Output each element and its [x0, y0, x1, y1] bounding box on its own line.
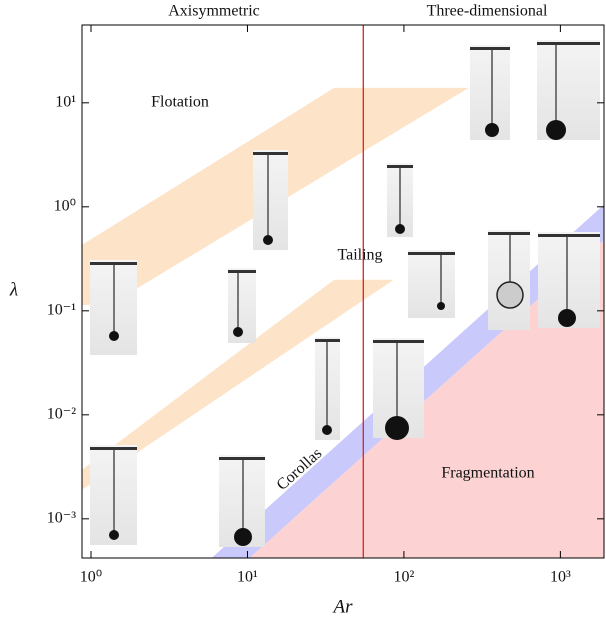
photo-drop [558, 309, 576, 327]
photo-surface [538, 234, 600, 237]
photo-drop [496, 281, 524, 309]
axes: 10⁰ 10¹ 10² 10³ 10⁻³ 10⁻² 10⁻¹ 10⁰ 10¹ [47, 24, 605, 586]
y-tick-label: 10⁻³ [47, 509, 76, 526]
photo-drop [263, 235, 273, 245]
photo-surface [470, 47, 510, 50]
annotation: Three-dimensional [427, 3, 548, 20]
photo-surface [219, 457, 265, 460]
photo-surface [408, 252, 455, 255]
photo-drop [395, 224, 405, 234]
y-tick-label: 10⁰ [54, 197, 76, 214]
y-tick-label: 10⁻¹ [47, 301, 76, 318]
x-tick-label: 10² [394, 569, 415, 586]
photo-drop [385, 416, 409, 440]
y-tick-label: 10⁻² [47, 405, 76, 422]
annotation: Fragmentation [441, 465, 534, 482]
x-tick-label: 10³ [550, 569, 571, 586]
photos [90, 40, 600, 547]
region [82, 279, 394, 490]
photo-drop [109, 331, 119, 341]
annotation: Axisymmetric [168, 3, 260, 20]
x-tick-label: 10¹ [237, 569, 258, 586]
photo-surface [373, 340, 424, 343]
photo [537, 40, 600, 140]
plot-frame [81, 24, 605, 559]
photo [253, 150, 288, 250]
photo-surface [387, 165, 413, 168]
photo-surface [228, 270, 256, 273]
photo-drop [322, 425, 332, 435]
annotation: Flotation [151, 94, 209, 111]
photo-drop [109, 530, 119, 540]
x-tick-label: 10⁰ [80, 569, 102, 586]
photo-drop [437, 302, 445, 310]
photo-drop [233, 327, 243, 337]
photo-surface [90, 262, 137, 265]
photo-surface [488, 232, 530, 235]
photo [408, 250, 455, 318]
x-axis-label: Ar [332, 596, 354, 617]
photo-drop [234, 528, 252, 546]
y-axis-label: λ [9, 279, 18, 300]
y-tick-label: 10¹ [55, 93, 76, 110]
photo-surface [315, 339, 340, 342]
photo-surface [253, 152, 288, 155]
photo-drop [546, 120, 566, 140]
annotation: Tailing [337, 247, 382, 264]
photo-drop [485, 123, 499, 137]
photo-surface [537, 42, 600, 45]
photo-surface [90, 447, 137, 450]
